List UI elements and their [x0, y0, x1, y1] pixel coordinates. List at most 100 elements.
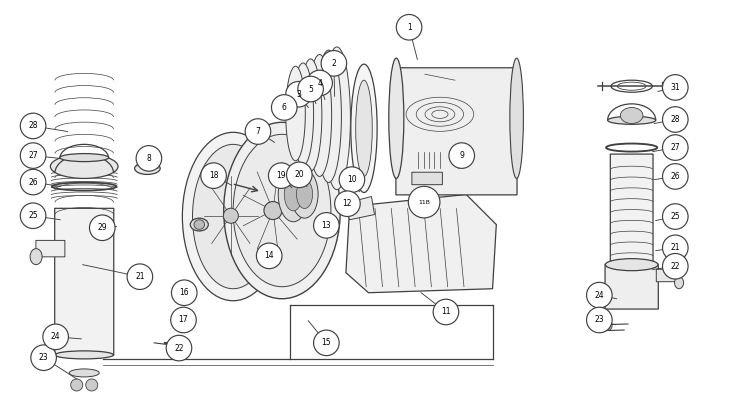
- Ellipse shape: [675, 277, 684, 289]
- Text: 6: 6: [282, 103, 287, 112]
- Ellipse shape: [356, 80, 372, 176]
- FancyBboxPatch shape: [611, 154, 653, 265]
- Ellipse shape: [605, 259, 658, 271]
- Circle shape: [663, 253, 688, 279]
- Circle shape: [20, 203, 46, 229]
- Text: 27: 27: [671, 143, 680, 152]
- Polygon shape: [346, 194, 496, 293]
- Circle shape: [663, 135, 688, 160]
- Text: 9: 9: [459, 151, 464, 160]
- Circle shape: [663, 164, 688, 189]
- Text: 22: 22: [174, 344, 183, 352]
- Text: 7: 7: [256, 127, 260, 136]
- Ellipse shape: [55, 351, 114, 359]
- Text: 22: 22: [671, 262, 680, 271]
- Circle shape: [587, 307, 612, 333]
- Circle shape: [89, 215, 115, 241]
- Circle shape: [314, 330, 339, 356]
- Circle shape: [314, 213, 339, 238]
- Text: 20: 20: [295, 170, 304, 179]
- Polygon shape: [344, 196, 374, 220]
- Text: 26: 26: [29, 178, 38, 186]
- Circle shape: [31, 345, 56, 371]
- Ellipse shape: [296, 180, 313, 209]
- Text: 16: 16: [180, 288, 189, 297]
- FancyBboxPatch shape: [656, 269, 679, 282]
- Text: 27: 27: [29, 151, 38, 160]
- Circle shape: [596, 322, 605, 330]
- Ellipse shape: [350, 64, 377, 192]
- Ellipse shape: [193, 144, 274, 289]
- Ellipse shape: [284, 178, 302, 211]
- Circle shape: [71, 379, 83, 391]
- FancyBboxPatch shape: [605, 264, 658, 309]
- Text: 25: 25: [29, 211, 38, 220]
- Text: 17: 17: [179, 316, 188, 324]
- Circle shape: [86, 379, 98, 391]
- Circle shape: [43, 324, 68, 350]
- Ellipse shape: [316, 50, 341, 182]
- Circle shape: [245, 119, 271, 144]
- Circle shape: [264, 201, 282, 220]
- Ellipse shape: [293, 63, 314, 166]
- Circle shape: [20, 113, 46, 139]
- Ellipse shape: [50, 154, 118, 178]
- Text: 23: 23: [39, 353, 48, 362]
- Text: 8: 8: [147, 154, 151, 163]
- Text: 4: 4: [317, 79, 322, 87]
- Text: 29: 29: [98, 223, 107, 232]
- Circle shape: [20, 143, 46, 168]
- Circle shape: [307, 70, 332, 96]
- Ellipse shape: [183, 132, 284, 301]
- Circle shape: [408, 186, 440, 218]
- Ellipse shape: [608, 116, 656, 124]
- Ellipse shape: [30, 249, 42, 265]
- Ellipse shape: [135, 162, 160, 174]
- Ellipse shape: [323, 47, 350, 190]
- Ellipse shape: [510, 58, 523, 178]
- Circle shape: [256, 243, 282, 269]
- Circle shape: [20, 169, 46, 195]
- Circle shape: [321, 51, 347, 76]
- Ellipse shape: [69, 369, 99, 377]
- Circle shape: [268, 163, 294, 188]
- Ellipse shape: [190, 218, 208, 231]
- Text: 26: 26: [671, 172, 680, 181]
- Ellipse shape: [278, 167, 308, 222]
- Circle shape: [171, 280, 197, 306]
- Ellipse shape: [299, 59, 322, 171]
- Circle shape: [449, 143, 475, 168]
- Circle shape: [136, 146, 162, 171]
- Circle shape: [223, 208, 238, 223]
- FancyBboxPatch shape: [396, 68, 517, 195]
- Circle shape: [127, 264, 153, 290]
- Text: 24: 24: [51, 332, 60, 341]
- Text: 24: 24: [595, 291, 604, 300]
- FancyBboxPatch shape: [55, 209, 114, 355]
- Text: 18: 18: [209, 171, 218, 180]
- Text: 10: 10: [347, 175, 356, 184]
- Circle shape: [201, 163, 226, 188]
- Circle shape: [433, 299, 459, 325]
- Text: 5: 5: [308, 85, 313, 93]
- Circle shape: [663, 204, 688, 229]
- Text: 25: 25: [671, 212, 680, 221]
- Text: 3: 3: [296, 90, 301, 99]
- Text: 21: 21: [135, 272, 144, 281]
- Text: 15: 15: [322, 338, 331, 347]
- Ellipse shape: [286, 66, 305, 161]
- Circle shape: [166, 335, 192, 361]
- Circle shape: [298, 76, 323, 102]
- Ellipse shape: [291, 170, 318, 218]
- Ellipse shape: [224, 122, 340, 299]
- Text: 28: 28: [29, 122, 38, 130]
- Text: 11: 11: [441, 308, 450, 316]
- Ellipse shape: [194, 220, 205, 229]
- Circle shape: [271, 95, 297, 120]
- Text: 11B: 11B: [418, 200, 430, 205]
- Text: 19: 19: [277, 171, 286, 180]
- Text: 28: 28: [671, 115, 680, 124]
- Circle shape: [286, 81, 311, 107]
- Text: 21: 21: [671, 243, 680, 252]
- Text: 14: 14: [265, 251, 274, 260]
